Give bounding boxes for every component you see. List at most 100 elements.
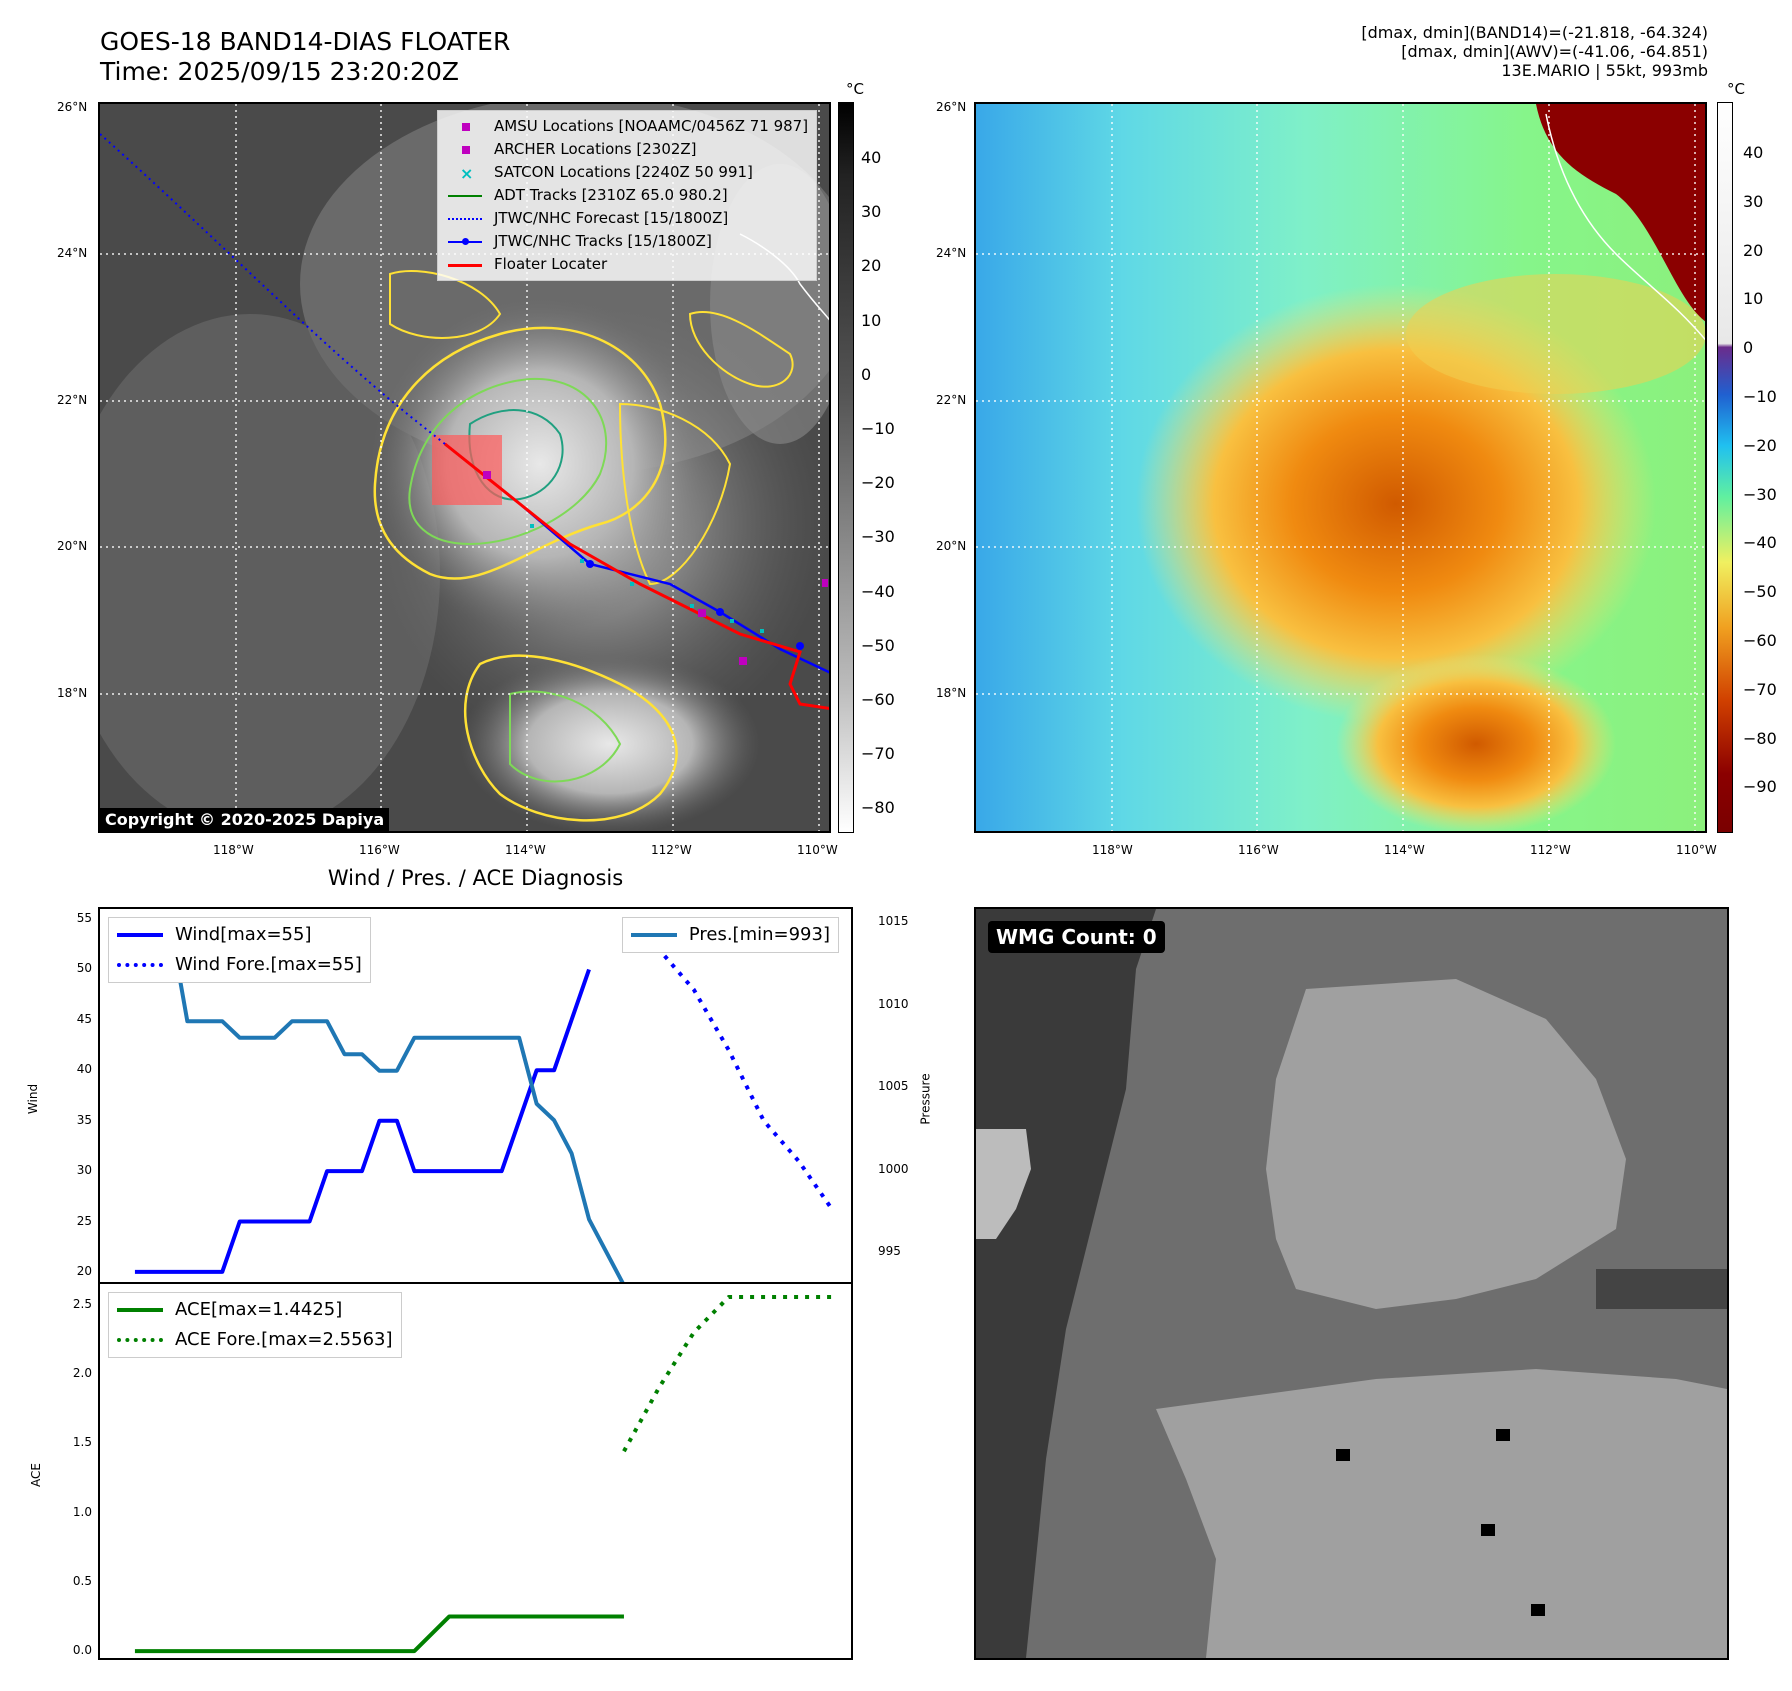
lon-label: 116°W (359, 843, 400, 857)
lon-label: 110°W (1676, 843, 1717, 857)
wind-legend: Wind[max=55] Wind Fore.[max=55] (108, 917, 371, 983)
axis-tick-label: 1.5 (72, 1435, 92, 1450)
colorbar-left (838, 102, 854, 833)
pressure-axis-label: Pressure (918, 1073, 933, 1125)
lat-label: 22°N (936, 393, 967, 407)
square-marker-icon (446, 143, 486, 157)
legend-label: Pres.[min=993] (688, 924, 830, 945)
dmax-band14-text: [dmax, dmin](BAND14)=(-21.818, -64.324) (1361, 23, 1708, 42)
copyright-label: Copyright © 2020-2025 Dapiya (100, 808, 390, 831)
dotted-line-icon (446, 212, 486, 226)
dotted-line-icon (117, 1338, 163, 1342)
line-dot-icon (446, 235, 486, 249)
colorbar-right (1717, 102, 1733, 833)
awv-map-svg (976, 104, 1705, 831)
legend-label: JTWC/NHC Forecast [15/1800Z] (494, 209, 729, 227)
ace-chart: ACE[max=1.4425] ACE Fore.[max=2.5563] (98, 1282, 853, 1660)
colorbar-tick-label: −30 (1743, 484, 1777, 504)
colorbar-tick-label: 40 (861, 148, 882, 167)
ace-legend: ACE[max=1.4425] ACE Fore.[max=2.5563] (108, 1292, 402, 1358)
colorbar-tick-label: 20 (861, 256, 882, 276)
axis-tick-label: 1.0 (72, 1504, 92, 1519)
colorbar-tick-label: 20 (1743, 240, 1764, 260)
lat-label: 24°N (57, 246, 88, 260)
wmg-panel: WMG Count: 0 (974, 907, 1729, 1660)
axis-tick-label: 35 (76, 1112, 92, 1127)
legend-item-ace: ACE[max=1.4425] (117, 1295, 393, 1325)
lat-label: 24°N (936, 246, 967, 260)
axis-tick-label: 995 (878, 1244, 901, 1259)
lon-label: 112°W (651, 843, 692, 857)
legend-item-satcon: × SATCON Locations [2240Z 50 991] (446, 161, 808, 184)
axis-tick-label: 2.0 (72, 1366, 92, 1381)
lat-label: 26°N (57, 100, 88, 114)
awv-map-panel (974, 102, 1707, 833)
pressure-legend: Pres.[min=993] (621, 917, 839, 953)
axis-tick-label: 50 (76, 961, 92, 976)
square-marker-icon (446, 120, 486, 134)
line-icon (446, 189, 486, 203)
legend-label: Wind Fore.[max=55] (175, 954, 362, 975)
figure-title-line1: GOES-18 BAND14-DIAS FLOATER (100, 27, 511, 56)
line-icon (630, 933, 677, 937)
colorbar-tick-label: −30 (861, 527, 895, 547)
storm-info-text: 13E.MARIO | 55kt, 993mb (1501, 61, 1708, 80)
colorbar-tick-label: 30 (1743, 191, 1764, 211)
line-icon (117, 933, 163, 937)
legend-label: Wind[max=55] (175, 924, 312, 945)
legend-item-floater: Floater Locater (446, 253, 808, 276)
colorbar-tick-label: −60 (861, 690, 895, 709)
colorbar-right-unit: °C (1727, 80, 1745, 98)
legend-item-wind-fore: Wind Fore.[max=55] (117, 950, 362, 980)
lon-label: 114°W (505, 843, 546, 857)
colorbar-tick-label: −40 (861, 581, 895, 601)
lat-label: 20°N (936, 539, 967, 553)
lat-label: 26°N (936, 100, 967, 114)
axis-tick-label: 1000 (878, 1161, 909, 1176)
lat-label: 18°N (57, 686, 88, 700)
colorbar-tick-label: 40 (1743, 143, 1764, 162)
legend-label: Floater Locater (494, 255, 608, 273)
colorbar-tick-label: −10 (1743, 387, 1777, 406)
lon-label: 116°W (1238, 843, 1279, 857)
diagnosis-title: Wind / Pres. / ACE Diagnosis (327, 866, 624, 890)
ace-series-line-0 (134, 1614, 624, 1654)
lon-label: 114°W (1384, 843, 1425, 857)
colorbar-tick-label: 30 (861, 202, 882, 222)
ace-axis-label: ACE (28, 1463, 43, 1487)
axis-tick-label: 55 (76, 911, 92, 926)
axis-tick-label: 20 (76, 1263, 92, 1278)
header-right: [dmax, dmin](BAND14)=(-21.818, -64.324) … (1361, 23, 1708, 80)
dotted-line-icon (117, 963, 163, 967)
lon-label: 118°W (213, 843, 254, 857)
series-line-0 (134, 968, 591, 1274)
x-marker-icon: × (460, 163, 474, 183)
colorbar-tick-label: −70 (861, 744, 895, 764)
lon-label: 112°W (1530, 843, 1571, 857)
line-icon (446, 258, 486, 272)
legend-item-wind: Wind[max=55] (117, 920, 362, 950)
colorbar-tick-label: −20 (861, 473, 895, 493)
axis-tick-label: 1015 (878, 914, 909, 929)
legend-item-pressure: Pres.[min=993] (630, 920, 830, 950)
wmg-count-badge: WMG Count: 0 (988, 921, 1165, 953)
series-line-2 (134, 920, 625, 1282)
legend-label: AMSU Locations [NOAAMC/0456Z 71 987] (494, 117, 809, 135)
colorbar-tick-label: 10 (861, 310, 882, 330)
legend-label: ACE[max=1.4425] (175, 1299, 343, 1320)
legend-label: ARCHER Locations [2302Z] (494, 140, 697, 158)
wmg-svg (976, 909, 1727, 1658)
ace-svg (134, 1294, 834, 1654)
series-line-1 (622, 917, 836, 1213)
lat-label: 22°N (57, 393, 88, 407)
colorbar-left-unit: °C (846, 80, 864, 98)
line-icon (117, 1308, 163, 1312)
ace-series-line-1 (622, 1294, 834, 1453)
colorbar-tick-label: 0 (1743, 338, 1754, 358)
legend-label: ADT Tracks [2310Z 65.0 980.2] (494, 186, 728, 204)
colorbar-tick-label: −90 (1743, 777, 1777, 797)
axis-tick-label: 0.0 (72, 1643, 92, 1658)
legend-item-forecast: JTWC/NHC Forecast [15/1800Z] (446, 207, 808, 230)
legend-label: SATCON Locations [2240Z 50 991] (494, 163, 753, 181)
axis-tick-label: 45 (76, 1011, 92, 1026)
